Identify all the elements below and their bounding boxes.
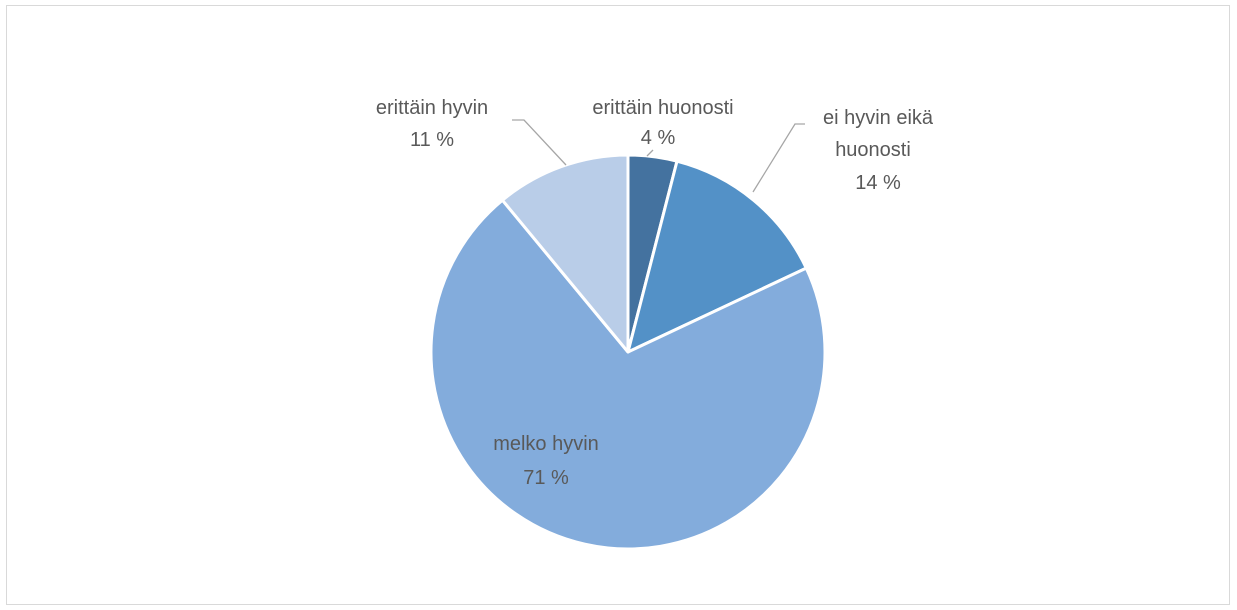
pie-slices <box>429 153 827 551</box>
leader-lines <box>512 119 805 193</box>
data-label-category-line1: ei hyvin eikä <box>823 107 934 129</box>
data-labels: erittäin huonosti 4 % ei hyvin eikä huon… <box>376 97 934 489</box>
data-label-category: huonosti <box>835 139 911 161</box>
data-label-category: melko hyvin <box>493 433 599 455</box>
data-label-value: 14 % <box>855 172 901 194</box>
leader-line-erittain-huonosti <box>646 149 654 157</box>
data-label-category: erittäin huonosti <box>592 97 733 119</box>
pie-slice-2 <box>429 198 827 551</box>
data-label-value: 4 % <box>641 127 676 149</box>
pie-slice-1 <box>626 159 808 354</box>
data-label-value: 71 % <box>523 467 569 489</box>
data-label-category: ei hyvin eikä <box>823 107 934 129</box>
data-label-value: 11 % <box>410 129 454 151</box>
leader-line-erittain-hyvin <box>512 119 567 166</box>
pie-slice-3 <box>500 153 630 354</box>
data-label-category-line2: huonosti <box>835 139 911 161</box>
data-label-category: erittäin hyvin <box>376 97 488 119</box>
leader-line-ei-hyvin-eika-huonosti <box>752 123 805 193</box>
